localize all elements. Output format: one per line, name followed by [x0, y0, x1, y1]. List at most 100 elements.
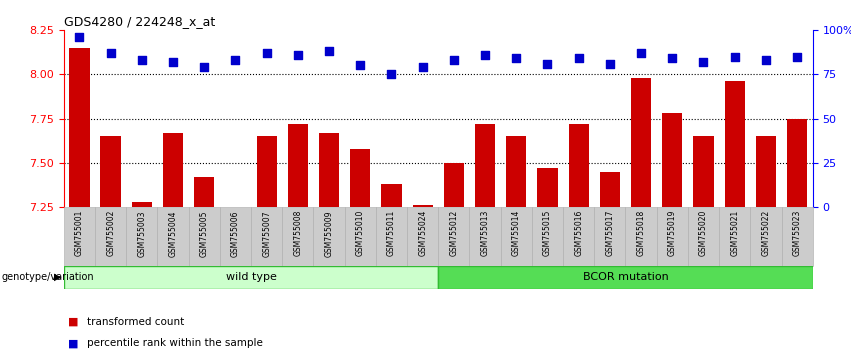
Bar — [64, 266, 438, 289]
Text: GSM755007: GSM755007 — [262, 210, 271, 257]
Point — [791, 54, 804, 59]
Bar — [443, 163, 464, 207]
Text: GSM755023: GSM755023 — [792, 210, 802, 256]
Point — [416, 64, 430, 70]
Bar — [631, 78, 651, 207]
Text: percentile rank within the sample: percentile rank within the sample — [87, 338, 263, 348]
Bar — [283, 207, 313, 266]
Point — [478, 52, 492, 58]
Bar — [787, 119, 808, 207]
Bar — [751, 207, 781, 266]
Bar — [350, 149, 370, 207]
Point — [135, 57, 149, 63]
Bar — [662, 113, 683, 207]
Bar — [475, 124, 495, 207]
Bar — [126, 207, 157, 266]
Text: GSM755009: GSM755009 — [324, 210, 334, 257]
Bar — [69, 48, 89, 207]
Bar — [594, 207, 625, 266]
Point — [572, 56, 585, 61]
Text: GDS4280 / 224248_x_at: GDS4280 / 224248_x_at — [64, 15, 215, 28]
Text: GSM755006: GSM755006 — [231, 210, 240, 257]
Bar — [95, 207, 126, 266]
Text: BCOR mutation: BCOR mutation — [583, 272, 668, 282]
Text: GSM755018: GSM755018 — [637, 210, 646, 256]
Bar — [313, 207, 345, 266]
Bar — [563, 207, 594, 266]
Text: GSM755011: GSM755011 — [387, 210, 396, 256]
Text: GSM755014: GSM755014 — [511, 210, 521, 256]
Text: GSM755005: GSM755005 — [200, 210, 208, 257]
Bar — [220, 207, 251, 266]
Point — [510, 56, 523, 61]
Bar — [506, 136, 527, 207]
Point — [540, 61, 554, 67]
Point — [385, 72, 398, 77]
Text: GSM755012: GSM755012 — [449, 210, 459, 256]
Text: genotype/variation: genotype/variation — [2, 272, 94, 282]
Point — [166, 59, 180, 65]
Point — [104, 50, 117, 56]
Point — [72, 34, 86, 40]
Bar — [537, 168, 557, 207]
Bar — [568, 124, 589, 207]
Text: GSM755013: GSM755013 — [481, 210, 489, 256]
Bar — [345, 207, 376, 266]
Point — [353, 63, 367, 68]
Text: GSM755021: GSM755021 — [730, 210, 740, 256]
Text: GSM755015: GSM755015 — [543, 210, 552, 256]
Bar — [251, 207, 283, 266]
Bar — [407, 207, 438, 266]
Bar — [256, 136, 277, 207]
Bar — [532, 207, 563, 266]
Bar — [413, 205, 433, 207]
Bar — [438, 207, 470, 266]
Point — [603, 61, 617, 67]
Bar — [470, 207, 500, 266]
Text: GSM755019: GSM755019 — [668, 210, 677, 256]
Point — [728, 54, 741, 59]
Point — [665, 56, 679, 61]
Bar — [694, 136, 714, 207]
Bar — [657, 207, 688, 266]
Bar — [438, 266, 813, 289]
Bar — [194, 177, 214, 207]
Bar — [376, 207, 407, 266]
Bar — [319, 133, 340, 207]
Text: GSM755022: GSM755022 — [762, 210, 770, 256]
Bar — [189, 207, 220, 266]
Text: ■: ■ — [68, 317, 78, 327]
Bar — [157, 207, 189, 266]
Bar — [163, 133, 183, 207]
Text: GSM755017: GSM755017 — [605, 210, 614, 256]
Bar — [625, 207, 657, 266]
Text: GSM755024: GSM755024 — [418, 210, 427, 256]
Text: GSM755001: GSM755001 — [75, 210, 84, 256]
Text: GSM755008: GSM755008 — [294, 210, 302, 256]
Text: transformed count: transformed count — [87, 317, 184, 327]
Bar — [756, 136, 776, 207]
Point — [697, 59, 711, 65]
Text: GSM755004: GSM755004 — [168, 210, 178, 257]
Text: GSM755020: GSM755020 — [699, 210, 708, 256]
Text: GSM755016: GSM755016 — [574, 210, 583, 256]
Text: GSM755002: GSM755002 — [106, 210, 115, 256]
Bar — [132, 202, 152, 207]
Text: ■: ■ — [68, 338, 78, 348]
Point — [260, 50, 273, 56]
Point — [229, 57, 243, 63]
Text: ▶: ▶ — [54, 272, 61, 282]
Bar — [600, 172, 620, 207]
Text: GSM755010: GSM755010 — [356, 210, 365, 256]
Point — [323, 48, 336, 54]
Point — [759, 57, 773, 63]
Bar — [781, 207, 813, 266]
Bar — [719, 207, 751, 266]
Point — [634, 50, 648, 56]
Text: GSM755003: GSM755003 — [137, 210, 146, 257]
Point — [291, 52, 305, 58]
Bar — [724, 81, 745, 207]
Bar — [688, 207, 719, 266]
Point — [447, 57, 460, 63]
Bar — [500, 207, 532, 266]
